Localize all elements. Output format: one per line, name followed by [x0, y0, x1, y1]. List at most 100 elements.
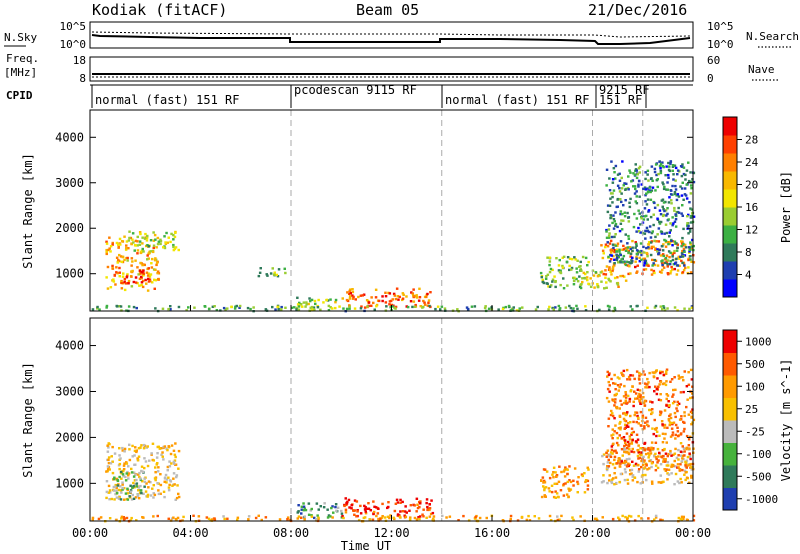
scatter-cell: [569, 488, 573, 491]
scatter-cell: [222, 515, 225, 518]
scatter-cell: [621, 454, 624, 457]
scatter-cell: [632, 430, 635, 434]
scatter-cell: [663, 423, 667, 427]
scatter-cell: [625, 465, 629, 468]
scatter-cell: [676, 264, 680, 267]
scatter-cell: [613, 262, 616, 265]
scatter-cell: [418, 515, 422, 518]
scatter-cell: [614, 233, 617, 236]
scatter-cell: [91, 516, 95, 520]
scatter-cell: [552, 495, 556, 499]
scatter-cell: [618, 172, 621, 175]
scatter-cell: [669, 260, 673, 263]
scatter-cell: [106, 450, 110, 453]
scatter-cell: [656, 233, 659, 236]
scatter-cell: [650, 441, 654, 444]
colorbar-swatch: [723, 171, 737, 190]
scatter-cell: [121, 275, 125, 278]
scatter-cell: [580, 269, 583, 272]
scatter-cell: [642, 460, 645, 463]
scatter-cell: [640, 373, 643, 376]
scatter-cell: [654, 516, 658, 519]
scatter-cell: [657, 172, 660, 176]
scatter-cell: [667, 242, 670, 246]
scatter-cell: [631, 475, 634, 478]
scatter-cell: [391, 305, 394, 308]
scatter-cell: [628, 169, 631, 172]
scatter-cell: [617, 256, 620, 259]
scatter-cell: [123, 258, 126, 262]
scatter-cell: [633, 192, 637, 195]
scatter-cell: [683, 450, 686, 453]
scatter-cell: [644, 452, 648, 456]
scatter-cell: [654, 452, 657, 456]
scatter-cell: [673, 192, 677, 196]
scatter-cell: [310, 507, 313, 511]
scatter-cell: [124, 282, 128, 285]
scatter-cell: [166, 241, 169, 244]
scatter-cell: [671, 224, 674, 227]
scatter-cell: [572, 283, 576, 286]
scatter-cell: [415, 497, 419, 500]
scatter-cell: [172, 477, 175, 480]
scatter-cell: [683, 264, 686, 267]
scatter-cell: [617, 457, 620, 460]
scatter-cell: [593, 517, 597, 520]
scatter-cell: [618, 179, 622, 182]
scatter-cell: [607, 373, 611, 377]
scatter-cell: [626, 447, 629, 450]
scatter-cell: [613, 404, 616, 407]
scatter-cell: [173, 483, 176, 486]
freq-right-tick-low: 0: [707, 72, 714, 85]
scatter-cell: [626, 264, 630, 267]
scatter-cell: [620, 460, 623, 463]
scatter-cell: [125, 461, 128, 464]
scatter-cell: [115, 518, 118, 522]
scatter-cell: [297, 305, 301, 308]
scatter-cell: [607, 255, 610, 259]
scatter-cell: [613, 401, 617, 404]
scatter-cell: [638, 371, 641, 375]
scatter-cell: [568, 489, 571, 492]
scatter-cell: [608, 266, 611, 269]
scatter-cell: [610, 409, 613, 413]
scatter-cell: [360, 305, 363, 308]
scatter-cell: [677, 255, 681, 259]
scatter-cell: [658, 248, 661, 252]
scatter-cell: [679, 450, 683, 453]
scatter-cell: [462, 514, 465, 518]
scatter-cell: [672, 453, 675, 457]
scatter-cell: [106, 470, 109, 473]
scatter-cell: [673, 191, 677, 194]
scatter-cell: [675, 257, 678, 260]
velocity-frame: [89, 317, 694, 522]
scatter-cell: [659, 463, 663, 466]
scatter-cell: [691, 385, 694, 388]
scatter-cell: [689, 457, 692, 461]
scatter-cell: [662, 201, 666, 204]
scatter-cell: [568, 465, 571, 468]
scatter-cell: [635, 217, 639, 220]
scatter-cell: [628, 457, 631, 461]
scatter-cell: [649, 253, 653, 257]
freq-frame: [89, 56, 694, 82]
scatter-cell: [690, 474, 693, 478]
scatter-cell: [310, 298, 314, 302]
scatter-cell: [638, 260, 642, 263]
scatter-cell: [119, 485, 122, 488]
scatter-cell: [115, 486, 118, 490]
scatter-cell: [163, 246, 167, 250]
scatter-cell: [375, 514, 378, 518]
scatter-cell: [601, 256, 605, 260]
scatter-cell: [167, 307, 170, 311]
scatter-cell: [264, 516, 268, 519]
scatter-cell: [606, 204, 610, 207]
scatter-cell: [345, 503, 348, 507]
scatter-cell: [367, 507, 371, 510]
scatter-cell: [634, 187, 637, 191]
scatter-cell: [584, 309, 588, 312]
scatter-cell: [121, 488, 124, 491]
scatter-cell: [683, 193, 687, 196]
scatter-cell: [666, 181, 669, 184]
scatter-cell: [630, 261, 633, 264]
